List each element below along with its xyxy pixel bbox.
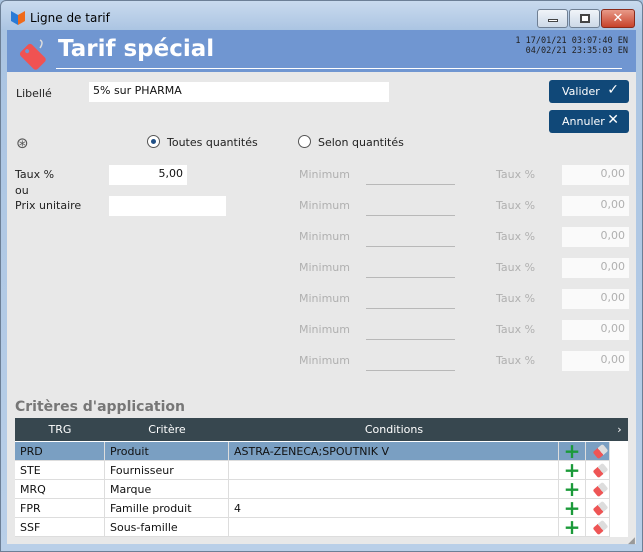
eraser-icon[interactable] bbox=[586, 480, 610, 499]
minimum-input[interactable] bbox=[366, 351, 455, 371]
tier-taux-input[interactable]: 0,00 bbox=[562, 258, 629, 278]
title-underline bbox=[56, 68, 622, 69]
cell-trg: STE bbox=[15, 461, 105, 480]
libelle-label: Libellé bbox=[16, 87, 52, 100]
scroll-right-icon[interactable]: › bbox=[611, 418, 628, 441]
tier-taux-input[interactable]: 0,00 bbox=[562, 351, 629, 371]
criteria-title: Critères d'application bbox=[15, 399, 185, 415]
tier-taux-label: Taux % bbox=[496, 354, 536, 367]
add-icon[interactable]: + bbox=[559, 498, 586, 518]
table-row[interactable]: FPR Famille produit 4 + bbox=[15, 498, 610, 518]
annuler-button[interactable]: Annuler ✕ bbox=[549, 110, 629, 133]
eraser-icon[interactable] bbox=[586, 499, 610, 518]
add-icon[interactable]: + bbox=[559, 460, 586, 480]
resize-grip-icon[interactable]: ◢ bbox=[628, 536, 635, 546]
tier-taux-input[interactable]: 0,00 bbox=[562, 196, 629, 216]
cell-trg: MRQ bbox=[15, 480, 105, 499]
minimize-button[interactable] bbox=[537, 9, 568, 28]
close-button[interactable]: ✕ bbox=[601, 9, 635, 28]
annuler-label: Annuler bbox=[562, 115, 605, 128]
eraser-icon[interactable] bbox=[586, 518, 610, 537]
cell-trg: FPR bbox=[15, 499, 105, 518]
add-icon[interactable]: + bbox=[559, 441, 586, 461]
header-band bbox=[7, 30, 636, 72]
price-tag-icon bbox=[14, 36, 46, 73]
tier-taux-label: Taux % bbox=[496, 323, 536, 336]
minimum-label: Minimum bbox=[299, 199, 350, 212]
created-stamp: 1 17/01/21 03:07:40 EN bbox=[515, 36, 628, 46]
valider-button[interactable]: Valider ✓ bbox=[549, 80, 629, 103]
table-row[interactable]: MRQ Marque + bbox=[15, 479, 610, 499]
tier-taux-input[interactable]: 0,00 bbox=[562, 165, 629, 185]
radio-toutes-label[interactable]: Toutes quantités bbox=[167, 136, 258, 149]
eraser-icon[interactable] bbox=[586, 461, 610, 480]
minimum-label: Minimum bbox=[299, 323, 350, 336]
tier-taux-label: Taux % bbox=[496, 230, 536, 243]
cell-critere: Fournisseur bbox=[105, 461, 229, 480]
x-icon: ✕ bbox=[607, 112, 619, 128]
tier-taux-input[interactable]: 0,00 bbox=[562, 227, 629, 247]
libelle-input[interactable]: 5% sur PHARMA bbox=[89, 82, 389, 102]
cell-conditions[interactable] bbox=[229, 461, 559, 480]
check-icon: ✓ bbox=[607, 82, 619, 98]
minimum-input[interactable] bbox=[366, 289, 455, 309]
tier-taux-label: Taux % bbox=[496, 199, 536, 212]
prix-unitaire-input[interactable] bbox=[109, 196, 226, 216]
window-title: Ligne de tarif bbox=[30, 11, 110, 25]
app-logo-icon bbox=[10, 10, 26, 26]
cell-conditions[interactable]: 4 bbox=[229, 499, 559, 518]
ou-label: ou bbox=[15, 184, 29, 197]
add-icon[interactable]: + bbox=[559, 479, 586, 499]
tier-taux-input[interactable]: 0,00 bbox=[562, 320, 629, 340]
minimum-label: Minimum bbox=[299, 292, 350, 305]
maximize-button[interactable] bbox=[569, 9, 600, 28]
radio-selon-quantites[interactable] bbox=[298, 135, 311, 148]
tier-taux-label: Taux % bbox=[496, 292, 536, 305]
cell-critere: Sous-famille bbox=[105, 518, 229, 537]
minimum-label: Minimum bbox=[299, 261, 350, 274]
minimum-input[interactable] bbox=[366, 165, 455, 185]
minimum-label: Minimum bbox=[299, 168, 350, 181]
minimum-input[interactable] bbox=[366, 227, 455, 247]
modified-stamp: 04/02/21 23:35:03 EN bbox=[525, 46, 628, 56]
page-title: Tarif spécial bbox=[58, 36, 215, 62]
cell-trg: PRD bbox=[15, 442, 105, 461]
col-conditions[interactable]: Conditions bbox=[229, 418, 559, 441]
table-row[interactable]: PRD Produit ASTRA-ZENECA;SPOUTNIK V + bbox=[15, 441, 610, 461]
radio-toutes-quantites[interactable] bbox=[147, 135, 160, 148]
cell-critere: Marque bbox=[105, 480, 229, 499]
eraser-icon[interactable] bbox=[586, 442, 610, 461]
valider-label: Valider bbox=[562, 85, 600, 98]
cell-conditions[interactable] bbox=[229, 518, 559, 537]
criteria-table: TRG Critère Conditions › PRD Produit AST… bbox=[15, 418, 628, 537]
cell-trg: SSF bbox=[15, 518, 105, 537]
minimum-input[interactable] bbox=[366, 320, 455, 340]
minimum-label: Minimum bbox=[299, 230, 350, 243]
lifebuoy-icon[interactable]: ⊛ bbox=[16, 134, 29, 152]
table-row[interactable]: SSF Sous-famille + bbox=[15, 517, 610, 537]
cell-critere: Produit bbox=[105, 442, 229, 461]
minimum-input[interactable] bbox=[366, 258, 455, 278]
taux-input[interactable]: 5,00 bbox=[109, 165, 187, 185]
tier-taux-label: Taux % bbox=[496, 261, 536, 274]
radio-selon-label[interactable]: Selon quantités bbox=[318, 136, 404, 149]
cell-critere: Famille produit bbox=[105, 499, 229, 518]
col-critere[interactable]: Critère bbox=[105, 418, 229, 441]
taux-label: Taux % bbox=[15, 168, 55, 181]
cell-conditions[interactable]: ASTRA-ZENECA;SPOUTNIK V bbox=[229, 442, 559, 461]
cell-conditions[interactable] bbox=[229, 480, 559, 499]
minimum-label: Minimum bbox=[299, 354, 350, 367]
table-row[interactable]: STE Fournisseur + bbox=[15, 460, 610, 480]
minimum-input[interactable] bbox=[366, 196, 455, 216]
add-icon[interactable]: + bbox=[559, 517, 586, 537]
prix-label: Prix unitaire bbox=[15, 199, 82, 212]
tier-taux-input[interactable]: 0,00 bbox=[562, 289, 629, 309]
col-trg[interactable]: TRG bbox=[15, 418, 105, 441]
tier-taux-label: Taux % bbox=[496, 168, 536, 181]
